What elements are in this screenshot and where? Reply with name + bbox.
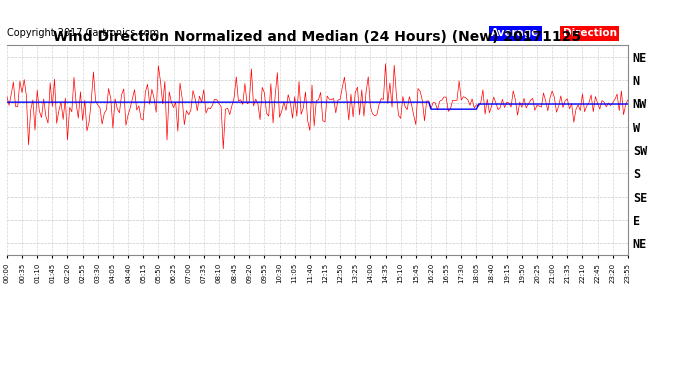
Text: Copyright 2017 Cartronics.com: Copyright 2017 Cartronics.com [7, 28, 159, 38]
Text: Direction: Direction [562, 28, 617, 38]
Text: Average: Average [491, 28, 540, 38]
Title: Wind Direction Normalized and Median (24 Hours) (New) 20171125: Wind Direction Normalized and Median (24… [53, 30, 582, 44]
